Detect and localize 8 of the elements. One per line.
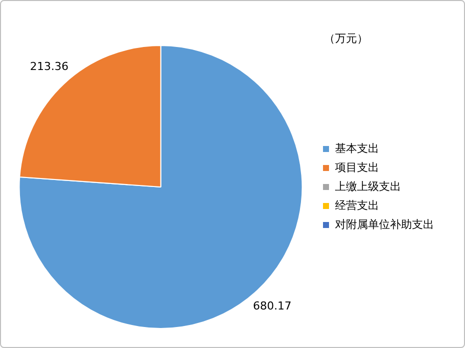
text: （万元） — [324, 32, 368, 45]
legend-label: 项目支出 — [335, 160, 379, 174]
data-label: 213.36 — [30, 60, 69, 74]
legend-label: 经营支出 — [335, 198, 379, 212]
legend-label: 对附属单位补助支出 — [335, 218, 434, 231]
legend-label: 基本支出 — [335, 142, 379, 155]
data-label: 680.17 — [252, 299, 292, 312]
legend-label: 上缴上级支出 — [335, 180, 401, 193]
